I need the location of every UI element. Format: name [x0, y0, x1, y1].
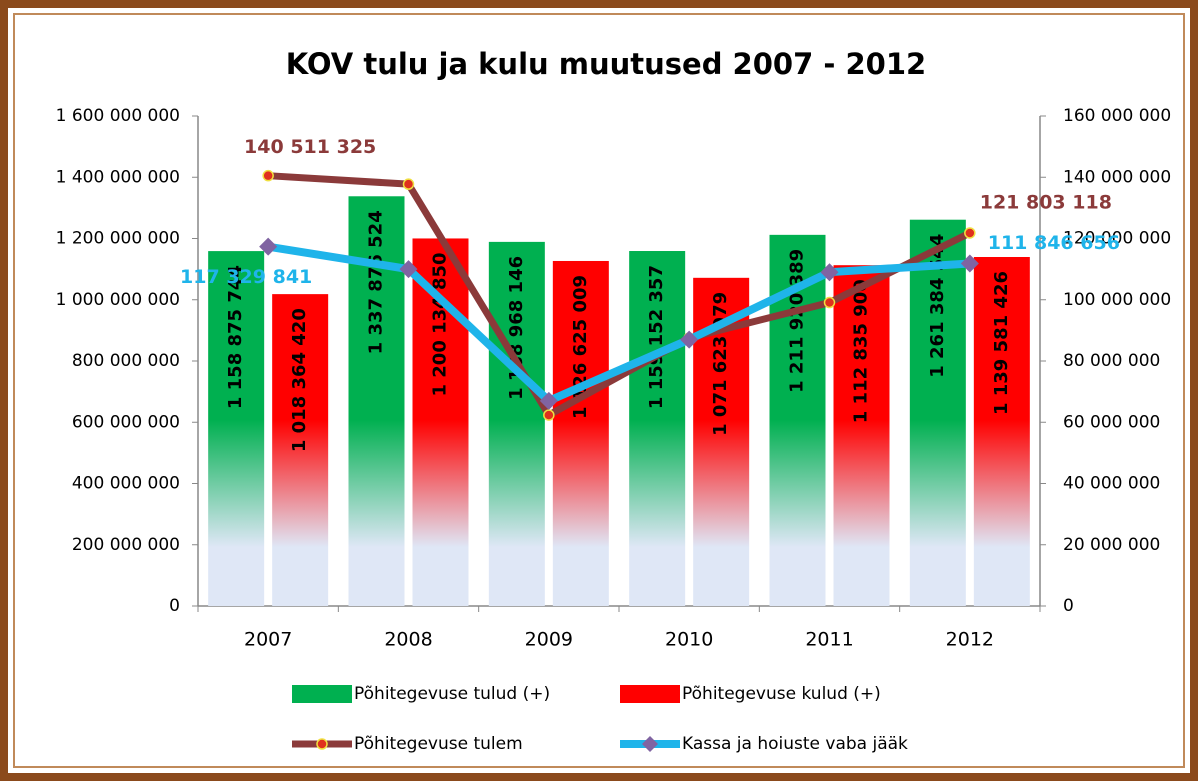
- line-label: 117 329 841: [180, 266, 312, 288]
- marker: [262, 169, 274, 182]
- bar: [488, 241, 545, 606]
- bar: [272, 294, 329, 606]
- x-tick-label: 2011: [805, 629, 853, 651]
- y2-tick-label: 0: [1063, 596, 1074, 616]
- line-label: 111 846 656: [988, 232, 1120, 254]
- y-tick-label: 1 000 000 000: [56, 290, 180, 310]
- bar: [629, 251, 686, 607]
- y-tick-label: 1 400 000 000: [56, 167, 180, 187]
- legend-label: Kassa ja hoiuste vaba jääk: [682, 734, 908, 754]
- bar-label: 1 211 920 389: [787, 249, 808, 393]
- x-tick-label: 2008: [384, 629, 432, 651]
- marker: [820, 263, 839, 282]
- bar-label: 1 159 152 357: [646, 265, 667, 409]
- bar: [208, 251, 265, 606]
- y2-tick-label: 80 000 000: [1063, 351, 1160, 371]
- line-label: 121 803 118: [980, 191, 1112, 213]
- y2-tick-label: 140 000 000: [1063, 167, 1171, 187]
- y-tick-label: 200 000 000: [72, 535, 180, 555]
- bar: [552, 260, 609, 606]
- y-tick-label: 600 000 000: [72, 412, 180, 432]
- bar-label: 1 158 875 744: [225, 265, 246, 409]
- legend-swatch: [620, 685, 680, 703]
- y2-tick-label: 100 000 000: [1063, 290, 1171, 310]
- bar-label: 1 139 581 426: [991, 271, 1012, 415]
- y2-tick-label: 40 000 000: [1063, 474, 1160, 494]
- marker: [543, 409, 555, 421]
- x-tick-label: 2009: [525, 629, 573, 651]
- y2-tick-label: 60 000 000: [1063, 412, 1160, 432]
- y2-tick-label: 160 000 000: [1063, 106, 1171, 126]
- y-tick-label: 800 000 000: [72, 351, 180, 371]
- bar: [833, 265, 890, 606]
- marker: [259, 237, 278, 256]
- y-tick-label: 1 600 000 000: [56, 106, 180, 126]
- x-tick-label: 2007: [244, 629, 292, 651]
- y2-tick-label: 20 000 000: [1063, 535, 1160, 555]
- marker: [960, 254, 979, 273]
- bar-label: 1 018 364 420: [289, 308, 310, 452]
- x-tick-label: 2012: [946, 629, 994, 651]
- marker: [399, 260, 418, 279]
- y-tick-label: 1 200 000 000: [56, 229, 180, 249]
- bar-label: 1 200 134 850: [430, 252, 451, 396]
- bar-label: 1 112 835 900: [851, 279, 872, 423]
- legend-label: Põhitegevuse tulud (+): [354, 684, 550, 704]
- marker: [680, 330, 699, 349]
- y2-tick-label: 120 000 000: [1063, 229, 1171, 249]
- y-tick-label: 0: [169, 596, 180, 616]
- marker: [823, 296, 836, 309]
- inner-frame: [13, 13, 1185, 768]
- legend-marker: [642, 736, 658, 752]
- marker: [402, 178, 415, 190]
- legend-marker: [316, 738, 328, 750]
- line-label: 140 511 325: [244, 136, 376, 158]
- marker: [964, 227, 976, 239]
- legend-label: Põhitegevuse tulem: [354, 734, 523, 754]
- bar-label: 1 337 876 524: [366, 210, 387, 354]
- line: [267, 242, 971, 405]
- bar: [909, 219, 966, 606]
- chart-title: KOV tulu ja kulu muutused 2007 - 2012: [286, 47, 926, 81]
- marker: [539, 391, 558, 410]
- line: [267, 172, 972, 419]
- bar-label: 1 071 623 979: [710, 292, 731, 436]
- bar: [973, 257, 1030, 606]
- x-tick-label: 2010: [665, 629, 713, 651]
- legend-swatch: [292, 685, 352, 703]
- y-tick-label: 400 000 000: [72, 474, 180, 494]
- legend-label: Põhitegevuse kulud (+): [682, 684, 881, 704]
